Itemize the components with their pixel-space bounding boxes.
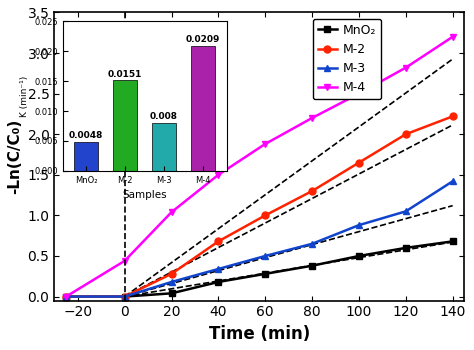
M-3 (403, 209, 409, 214)
MnO₂ (63, 294, 69, 299)
MnO₂ (309, 264, 315, 268)
M-4 (309, 116, 315, 120)
M-2 (169, 272, 174, 276)
M-4 (122, 259, 128, 263)
M-3 (63, 294, 69, 299)
MnO₂ (263, 272, 268, 276)
M-3 (122, 294, 128, 299)
M-4 (356, 92, 362, 96)
M-4 (263, 142, 268, 146)
M-3 (356, 223, 362, 227)
M-3 (216, 267, 221, 271)
Legend: MnO₂, M-2, M-3, M-4: MnO₂, M-2, M-3, M-4 (313, 19, 381, 99)
Line: M-3: M-3 (63, 178, 456, 300)
M-4 (169, 210, 174, 214)
MnO₂ (169, 291, 174, 295)
MnO₂ (216, 280, 221, 284)
M-2 (216, 239, 221, 244)
M-4 (450, 35, 456, 39)
M-3 (450, 179, 456, 183)
M-3 (169, 280, 174, 284)
Y-axis label: -Ln(C/C₀): -Ln(C/C₀) (7, 119, 22, 194)
M-2 (263, 213, 268, 217)
M-2 (122, 294, 128, 299)
Line: M-4: M-4 (63, 33, 456, 300)
MnO₂ (403, 246, 409, 250)
M-4 (216, 173, 221, 177)
X-axis label: Time (min): Time (min) (209, 325, 310, 343)
MnO₂ (122, 294, 128, 299)
M-2 (63, 294, 69, 299)
M-2 (309, 189, 315, 193)
MnO₂ (450, 239, 456, 244)
M-3 (263, 254, 268, 258)
MnO₂ (356, 254, 362, 258)
M-3 (309, 242, 315, 246)
M-4 (63, 294, 69, 299)
Line: MnO₂: MnO₂ (63, 238, 456, 300)
M-2 (356, 161, 362, 165)
M-4 (403, 65, 409, 70)
Line: M-2: M-2 (63, 113, 456, 300)
M-2 (450, 114, 456, 118)
M-2 (403, 132, 409, 136)
